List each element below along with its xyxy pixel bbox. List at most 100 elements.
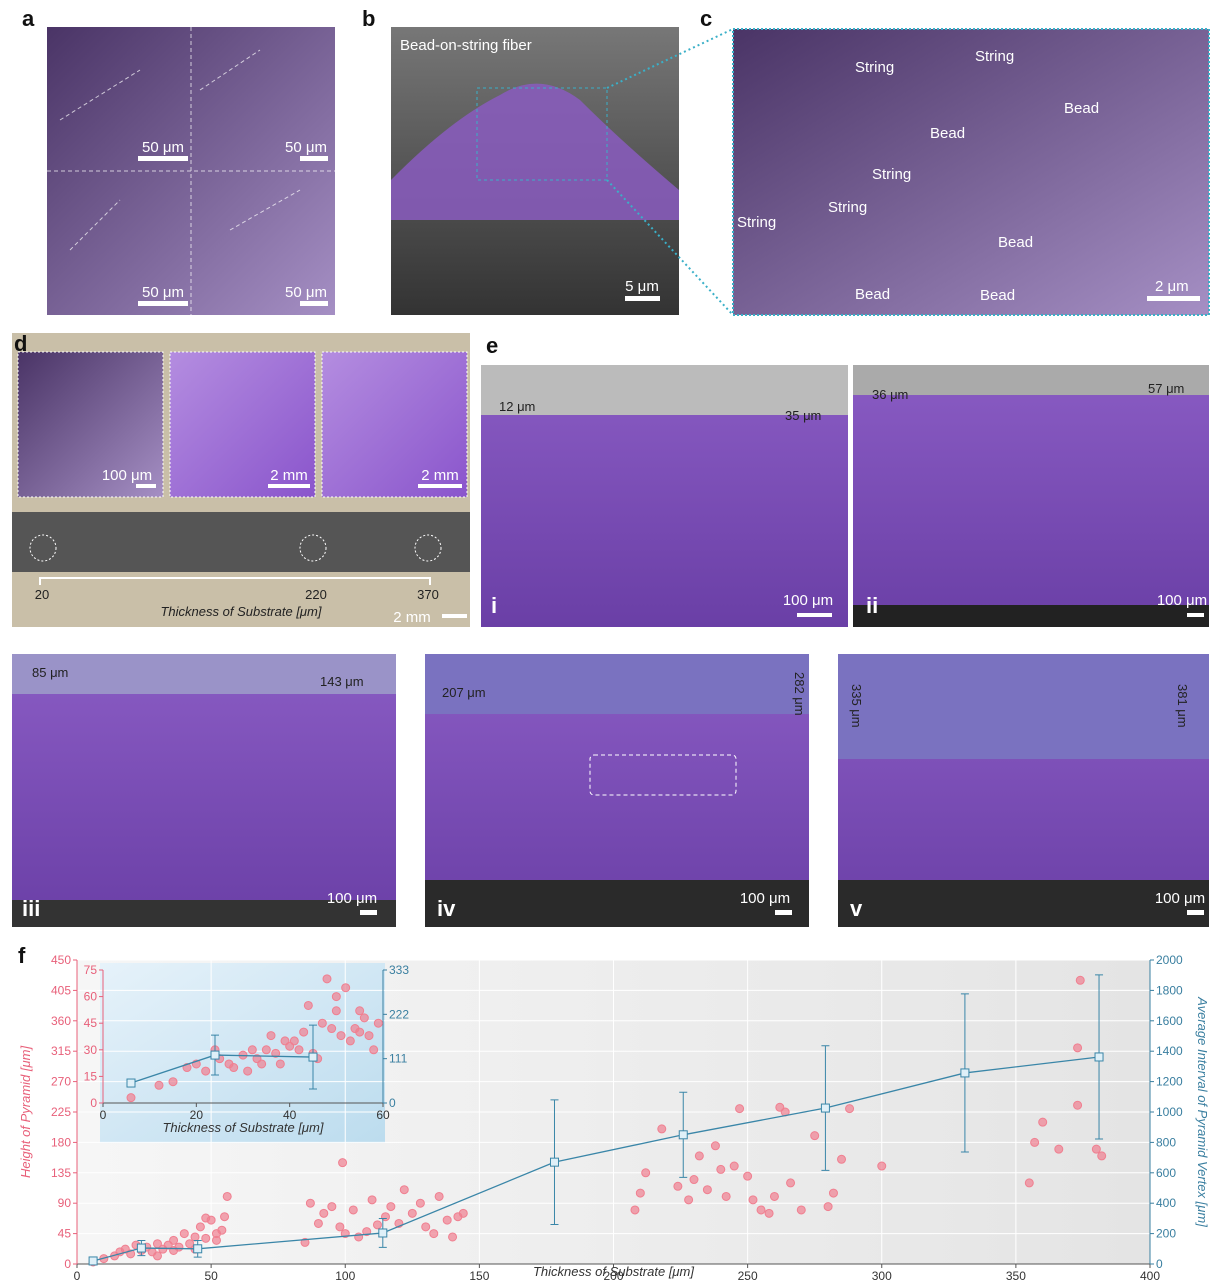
thickness-label: 12 μm xyxy=(499,399,535,414)
point xyxy=(1039,1118,1047,1126)
scale-bar xyxy=(418,484,462,488)
point xyxy=(443,1216,451,1224)
point xyxy=(248,1046,256,1054)
x-tick-label: 300 xyxy=(872,1269,892,1282)
point xyxy=(221,1213,229,1221)
y-tick-label: 45 xyxy=(58,1227,72,1241)
square-marker xyxy=(211,1051,219,1059)
point xyxy=(722,1192,730,1200)
point xyxy=(1076,976,1084,984)
axis-label: Thickness of Substrate [μm] xyxy=(160,604,321,619)
scale-label: 2 mm xyxy=(421,467,459,484)
x-axis-label: Thickness of Substrate [μm] xyxy=(162,1120,323,1135)
point xyxy=(374,1019,382,1027)
panel-label: b xyxy=(362,6,375,31)
x-tick-label: 350 xyxy=(1006,1269,1026,1282)
y2-tick-label: 400 xyxy=(1156,1196,1176,1210)
scale-bar xyxy=(797,613,832,617)
annotation: String xyxy=(975,48,1014,65)
point xyxy=(811,1132,819,1140)
thickness-label: 207 μm xyxy=(442,685,486,700)
point xyxy=(170,1236,178,1244)
y-tick-label: 360 xyxy=(51,1014,71,1028)
point xyxy=(416,1199,424,1207)
scale-label: 50 μm xyxy=(142,284,184,301)
scale-bar xyxy=(442,614,467,618)
point xyxy=(1098,1152,1106,1160)
point xyxy=(685,1196,693,1204)
scale-label: 100 μm xyxy=(1155,890,1205,907)
point xyxy=(356,1028,364,1036)
y-tick-label: 30 xyxy=(84,1043,98,1057)
y-tick-label: 405 xyxy=(51,983,71,997)
y-tick-label: 45 xyxy=(84,1016,98,1030)
y2-tick-label: 333 xyxy=(389,963,409,977)
y-tick-label: 270 xyxy=(51,1075,71,1089)
substrate xyxy=(12,512,470,572)
scale-bar xyxy=(1187,910,1204,915)
y2-tick-label: 1400 xyxy=(1156,1044,1183,1058)
thickness-label: 335 μm xyxy=(849,684,864,728)
square-marker xyxy=(821,1104,829,1112)
scale-label: 2 μm xyxy=(1155,278,1189,295)
point xyxy=(797,1206,805,1214)
point xyxy=(1055,1145,1063,1153)
annotation: Bead xyxy=(930,125,965,142)
annotation: String xyxy=(737,214,776,231)
y-tick-label: 60 xyxy=(84,990,98,1004)
point xyxy=(1025,1179,1033,1187)
point xyxy=(387,1203,395,1211)
section-label: iv xyxy=(437,896,456,921)
scale-label: 100 μm xyxy=(1157,592,1207,609)
x-tick-label: 150 xyxy=(469,1269,489,1282)
point xyxy=(155,1081,163,1089)
square-marker xyxy=(379,1229,387,1237)
y2-tick-label: 600 xyxy=(1156,1166,1176,1180)
point xyxy=(332,993,340,1001)
point xyxy=(306,1199,314,1207)
point xyxy=(212,1236,220,1244)
thickness-label: 35 μm xyxy=(785,408,821,423)
square-marker xyxy=(309,1053,317,1061)
point xyxy=(332,1007,340,1015)
x-tick-label: 100 xyxy=(335,1269,355,1282)
point xyxy=(459,1209,467,1217)
point xyxy=(337,1032,345,1040)
tick-label: 20 xyxy=(35,587,49,602)
thickness-label: 143 μm xyxy=(320,674,364,689)
point xyxy=(360,1014,368,1022)
point xyxy=(304,1001,312,1009)
point xyxy=(346,1037,354,1045)
point xyxy=(711,1142,719,1150)
point xyxy=(290,1037,298,1045)
point xyxy=(422,1223,430,1231)
y-tick-label: 225 xyxy=(51,1105,71,1119)
scale-label: 2 mm xyxy=(393,609,431,626)
scale-bar xyxy=(300,156,328,161)
point xyxy=(736,1105,744,1113)
square-marker xyxy=(194,1245,202,1253)
point xyxy=(342,984,350,992)
point xyxy=(765,1209,773,1217)
point xyxy=(295,1046,303,1054)
point xyxy=(703,1186,711,1194)
square-marker xyxy=(679,1131,687,1139)
point xyxy=(339,1159,347,1167)
point xyxy=(631,1206,639,1214)
scale-bar xyxy=(1147,296,1200,301)
micrograph xyxy=(853,365,1209,627)
y-tick-label: 135 xyxy=(51,1166,71,1180)
x-axis-label: Thickness of Substrate [μm] xyxy=(533,1264,694,1279)
point xyxy=(368,1196,376,1204)
point xyxy=(435,1192,443,1200)
point xyxy=(1092,1145,1100,1153)
point xyxy=(838,1155,846,1163)
section-label: ii xyxy=(866,593,878,618)
top-layer xyxy=(838,654,1209,759)
point xyxy=(196,1223,204,1231)
point xyxy=(218,1226,226,1234)
annotation: String xyxy=(872,166,911,183)
point xyxy=(787,1179,795,1187)
thickness-label: 85 μm xyxy=(32,665,68,680)
y2-axis-label: Average Interval of Pyramid Vertex [μm] xyxy=(1195,996,1210,1227)
